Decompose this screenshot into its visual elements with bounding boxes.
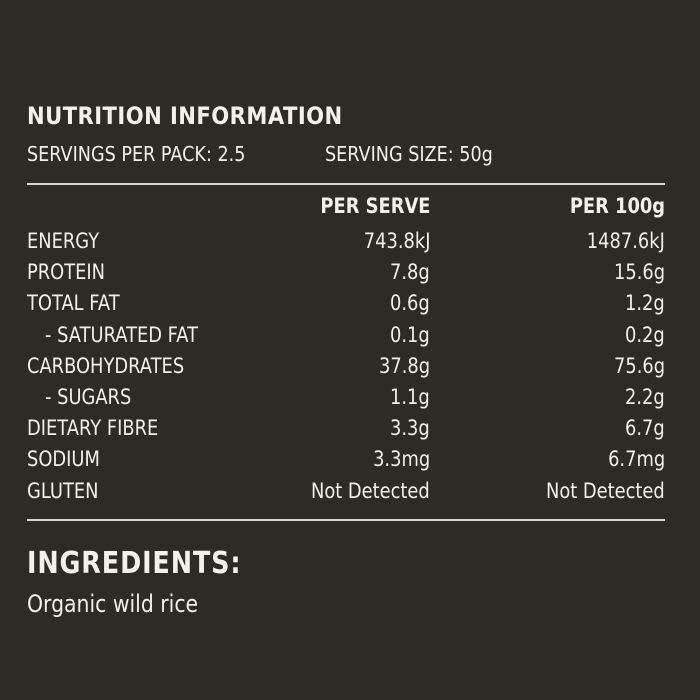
nutrition-table: ENERGY 743.8kJ 1487.6kJ PROTEIN 7.8g 15.…: [27, 226, 665, 507]
table-row: - SATURATED FAT 0.1g 0.2g: [27, 320, 665, 351]
table-header: PER SERVE PER 100g: [27, 194, 665, 224]
nutrient-name: CARBOHYDRATES: [27, 353, 185, 378]
ingredients-text: Organic wild rice: [27, 590, 199, 618]
nutrient-name: DIETARY FIBRE: [27, 416, 159, 441]
per-100g-value: 75.6g: [613, 353, 665, 378]
per-serve-value: 743.8kJ: [363, 229, 430, 253]
per-serve-value: 7.8g: [390, 260, 430, 285]
per-serve-value: 3.3g: [390, 416, 430, 441]
per-100g-value: 1.2g: [625, 291, 665, 316]
per-100g-value: 15.6g: [613, 260, 665, 285]
per-serve-value: 1.1g: [390, 384, 430, 409]
nutrient-name: - SATURATED FAT: [45, 322, 199, 347]
per-serve-header: PER SERVE: [319, 194, 430, 218]
nutrition-title: NUTRITION INFORMATION: [27, 102, 343, 130]
per-100g-value: 2.2g: [625, 384, 665, 409]
nutrient-name: TOTAL FAT: [27, 291, 120, 316]
per-serve-value: 3.3mg: [372, 447, 430, 472]
per-serve-value: 0.1g: [390, 322, 430, 347]
per-100g-value: 0.2g: [625, 322, 665, 347]
nutrient-name: ENERGY: [27, 229, 100, 253]
table-row: SODIUM 3.3mg 6.7mg: [27, 444, 665, 475]
servings-per-pack: SERVINGS PER PACK: 2.5: [27, 142, 246, 166]
servings-row: SERVINGS PER PACK: 2.5 SERVING SIZE: 50g: [27, 142, 647, 170]
nutrient-name: PROTEIN: [27, 260, 106, 285]
table-row: TOTAL FAT 0.6g 1.2g: [27, 288, 665, 319]
per-100g-value: 6.7mg: [607, 447, 665, 472]
serving-size: SERVING SIZE: 50g: [325, 142, 493, 166]
nutrient-name: SODIUM: [27, 447, 100, 472]
per-100g-value: 6.7g: [625, 416, 665, 441]
table-row: ENERGY 743.8kJ 1487.6kJ: [27, 226, 665, 257]
ingredients-heading: INGREDIENTS:: [27, 546, 242, 581]
table-row: - SUGARS 1.1g 2.2g: [27, 382, 665, 413]
per-serve-value: 0.6g: [390, 291, 430, 316]
table-row: DIETARY FIBRE 3.3g 6.7g: [27, 413, 665, 444]
nutrient-name: - SUGARS: [45, 384, 132, 409]
per-100g-header: PER 100g: [569, 194, 665, 218]
nutrient-name: GLUTEN: [27, 478, 99, 503]
table-row: PROTEIN 7.8g 15.6g: [27, 257, 665, 288]
table-row: CARBOHYDRATES 37.8g 75.6g: [27, 351, 665, 382]
bottom-divider: [27, 519, 665, 521]
per-100g-value: 1487.6kJ: [586, 229, 665, 253]
top-divider: [27, 183, 665, 185]
per-100g-value: Not Detected: [546, 478, 665, 503]
per-serve-value: 37.8g: [378, 353, 430, 378]
per-serve-value: Not Detected: [311, 478, 430, 503]
table-row: GLUTEN Not Detected Not Detected: [27, 476, 665, 507]
